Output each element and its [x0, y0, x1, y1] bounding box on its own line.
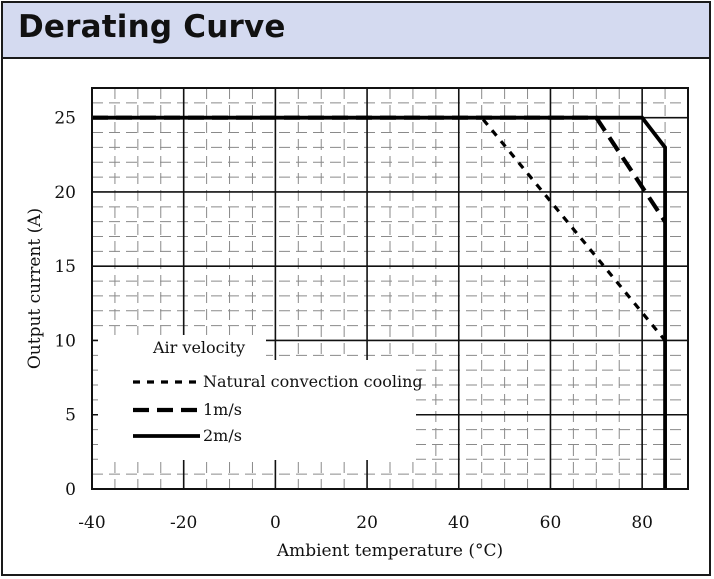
x-tick-label: -40: [78, 513, 105, 533]
y-tick-label: 5: [65, 406, 76, 426]
y-tick-label: 25: [54, 109, 76, 129]
legend-label: 1m/s: [203, 400, 242, 419]
x-tick-label: -20: [170, 513, 197, 533]
series-line: [92, 115, 667, 489]
x-tick-label: 20: [356, 513, 378, 533]
legend-title: Air velocity: [152, 338, 245, 357]
x-axis-label: Ambient temperature (°C): [276, 541, 503, 561]
y-axis-label: Output current (A): [25, 208, 45, 369]
legend: Air velocity Natural convection cooling 1m…: [98, 335, 423, 460]
y-tick-label: 0: [65, 480, 76, 500]
series-line: [92, 115, 667, 223]
legend-label: Natural convection cooling: [203, 372, 423, 391]
x-tick-label: 80: [631, 513, 653, 533]
header-bar: Derating Curve: [3, 3, 709, 59]
x-tick-label: 0: [270, 513, 281, 533]
legend-title-bg: [98, 335, 266, 360]
series-layer: [92, 115, 667, 489]
y-tick-label: 20: [54, 183, 76, 203]
series-line: [92, 116, 667, 342]
axes: -40 -20 0 20 40 60 80 0 5 10 15 20 25: [54, 87, 689, 533]
chart-title: Derating Curve: [18, 9, 286, 45]
x-tick-label: 40: [448, 513, 470, 533]
legend-label: 2m/s: [203, 426, 242, 445]
y-tick-label: 15: [54, 257, 76, 277]
y-tick-label: 10: [54, 331, 76, 351]
legend-bg: [98, 360, 416, 460]
plot-border: [91, 87, 689, 490]
x-tick-label: 60: [540, 513, 562, 533]
